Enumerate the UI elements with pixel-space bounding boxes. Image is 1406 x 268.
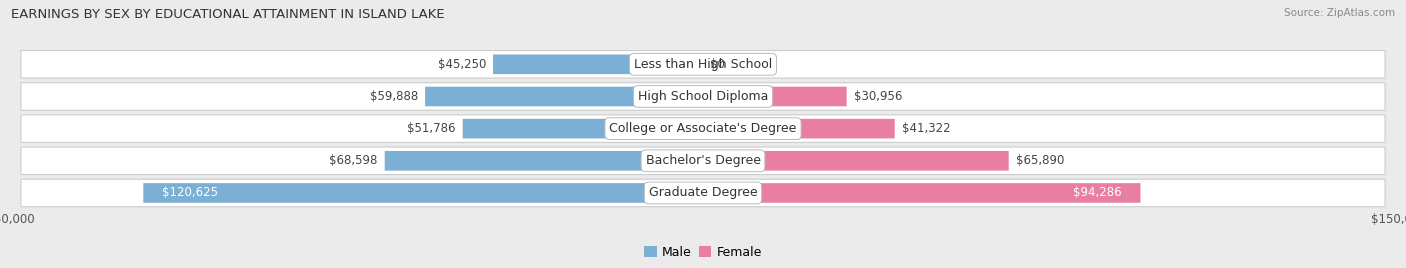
FancyBboxPatch shape	[21, 147, 1385, 174]
FancyBboxPatch shape	[494, 54, 703, 74]
Text: $0: $0	[710, 58, 725, 71]
FancyBboxPatch shape	[21, 83, 1385, 110]
Legend: Male, Female: Male, Female	[640, 241, 766, 264]
FancyBboxPatch shape	[463, 119, 703, 139]
Text: $41,322: $41,322	[901, 122, 950, 135]
Text: $65,890: $65,890	[1015, 154, 1064, 167]
Text: $59,888: $59,888	[370, 90, 418, 103]
FancyBboxPatch shape	[21, 179, 1385, 207]
FancyBboxPatch shape	[703, 183, 1140, 203]
Text: EARNINGS BY SEX BY EDUCATIONAL ATTAINMENT IN ISLAND LAKE: EARNINGS BY SEX BY EDUCATIONAL ATTAINMEN…	[11, 8, 444, 21]
FancyBboxPatch shape	[703, 87, 846, 106]
Text: $30,956: $30,956	[853, 90, 903, 103]
Text: $120,625: $120,625	[162, 187, 218, 199]
FancyBboxPatch shape	[21, 115, 1385, 142]
Text: Source: ZipAtlas.com: Source: ZipAtlas.com	[1284, 8, 1395, 18]
FancyBboxPatch shape	[21, 51, 1385, 78]
FancyBboxPatch shape	[385, 151, 703, 171]
Text: College or Associate's Degree: College or Associate's Degree	[609, 122, 797, 135]
Text: $68,598: $68,598	[329, 154, 378, 167]
Text: Less than High School: Less than High School	[634, 58, 772, 71]
Text: Bachelor's Degree: Bachelor's Degree	[645, 154, 761, 167]
Text: $94,286: $94,286	[1073, 187, 1122, 199]
Text: $45,250: $45,250	[437, 58, 486, 71]
Text: Graduate Degree: Graduate Degree	[648, 187, 758, 199]
FancyBboxPatch shape	[703, 119, 894, 139]
FancyBboxPatch shape	[703, 151, 1008, 171]
FancyBboxPatch shape	[425, 87, 703, 106]
Text: High School Diploma: High School Diploma	[638, 90, 768, 103]
FancyBboxPatch shape	[143, 183, 703, 203]
Text: $51,786: $51,786	[408, 122, 456, 135]
